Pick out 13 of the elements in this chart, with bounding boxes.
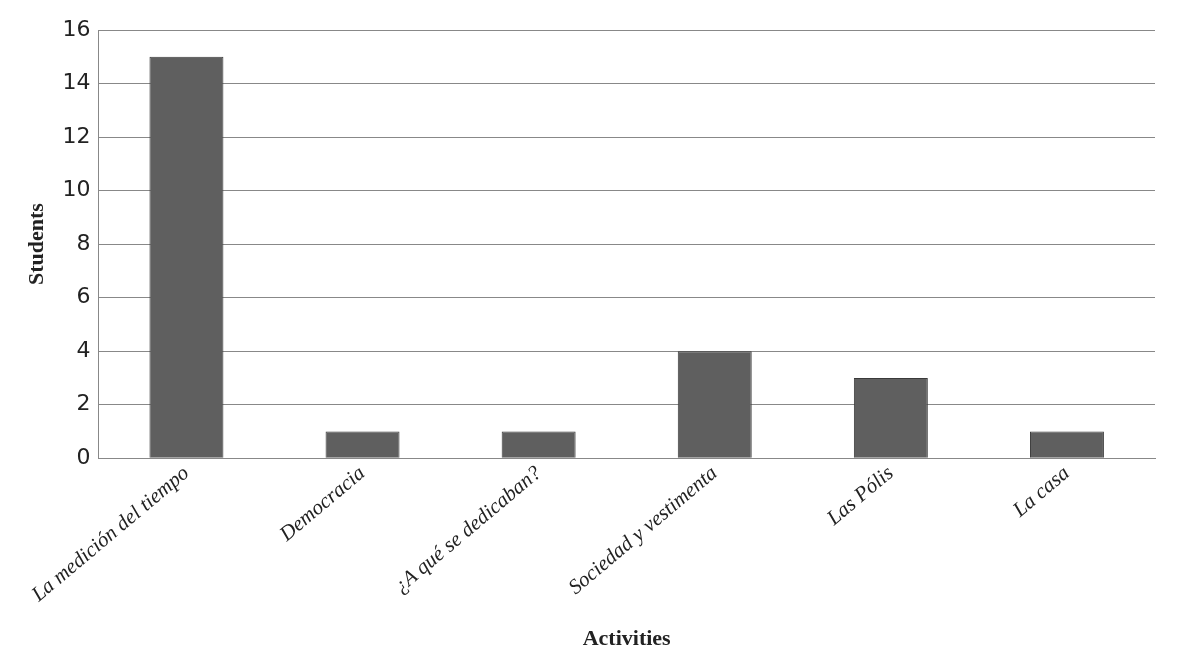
y-tick-label: 16 xyxy=(62,15,91,41)
x-tick-label: La casa xyxy=(1007,460,1074,522)
x-axis-title: Activities xyxy=(582,625,672,651)
y-tick-label: 0 xyxy=(76,443,91,469)
y-axis-title: Students xyxy=(22,202,48,286)
y-tick-label: 8 xyxy=(76,229,91,255)
y-tick-label: 4 xyxy=(76,336,91,362)
y-tick-label: 14 xyxy=(62,69,91,95)
y-tick-label: 12 xyxy=(62,122,91,148)
y-tick-label: 6 xyxy=(76,283,91,309)
y-tick-label: 10 xyxy=(62,176,91,202)
y-tick-label: 2 xyxy=(76,390,91,416)
x-tick-label: Las Pólis xyxy=(821,460,898,531)
